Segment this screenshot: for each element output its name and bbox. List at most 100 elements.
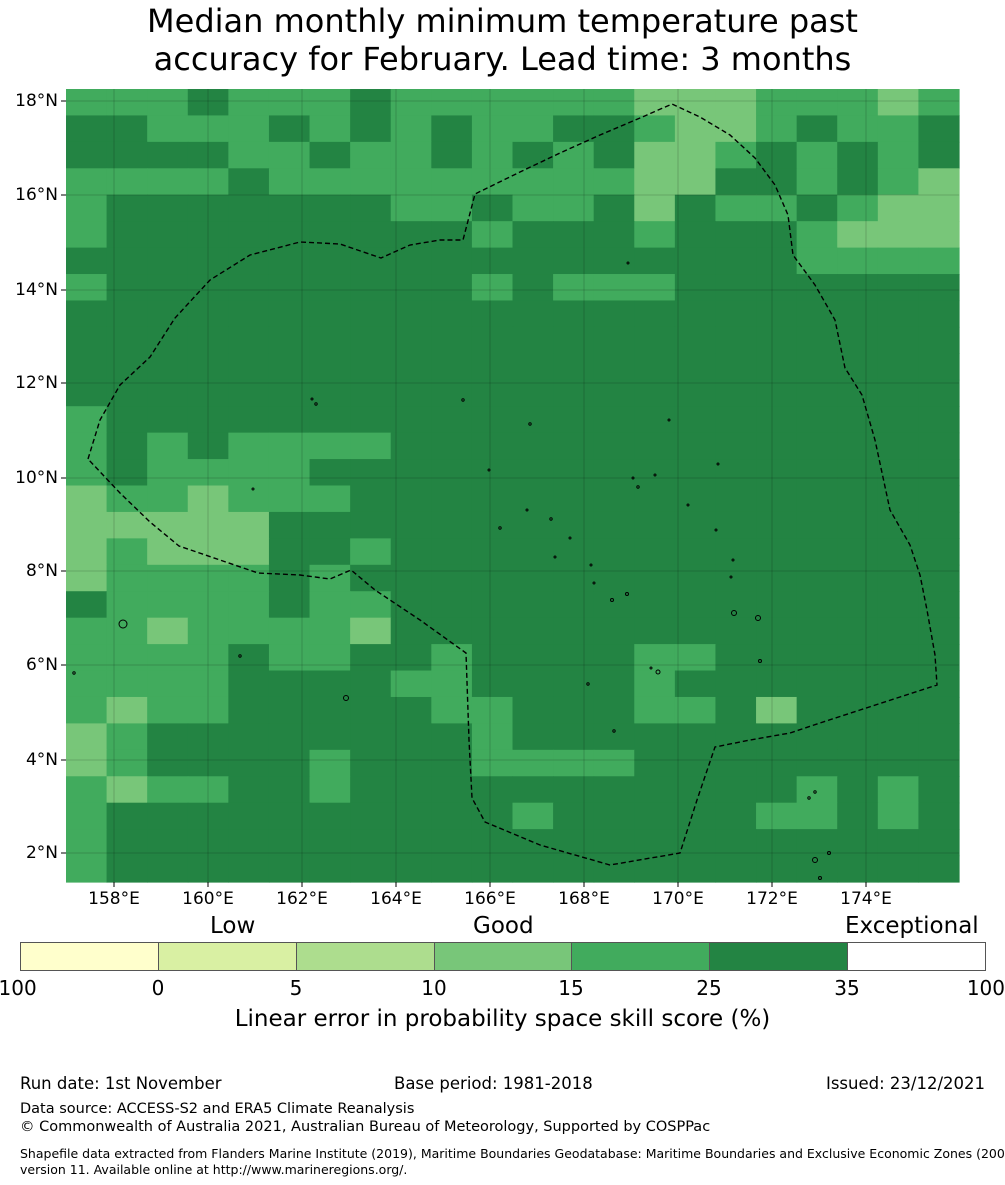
skill-cell <box>228 723 270 751</box>
skill-cell <box>674 829 717 857</box>
skill-cell <box>390 141 432 169</box>
skill-cell <box>837 617 879 645</box>
skill-cell <box>471 617 514 645</box>
skill-cell <box>66 829 108 857</box>
skill-cell <box>309 274 351 302</box>
island-outline <box>686 503 690 507</box>
skill-cell <box>390 247 432 275</box>
skill-cell <box>390 538 432 566</box>
skill-cell <box>187 141 229 169</box>
skill-cell <box>187 89 229 117</box>
skill-cell <box>837 300 879 328</box>
skill-cell <box>471 353 514 381</box>
skill-cell <box>228 855 270 883</box>
skill-cell <box>66 723 108 751</box>
skill-cell <box>390 802 432 830</box>
skill-cell <box>837 485 879 513</box>
skill-cell <box>553 194 595 222</box>
skill-cell <box>634 300 676 328</box>
colorbar-box-1 <box>20 942 158 971</box>
skill-cell <box>553 696 595 724</box>
skill-cell <box>715 89 757 117</box>
skill-cell <box>106 326 148 354</box>
skill-cell <box>918 141 960 169</box>
skill-cell <box>877 221 920 249</box>
skill-cell <box>918 776 960 804</box>
skill-cell <box>715 247 757 275</box>
skill-cell <box>593 511 635 539</box>
skill-cell <box>268 379 311 407</box>
skill-cell <box>715 802 757 830</box>
skill-cell <box>66 247 108 275</box>
skill-cell <box>187 353 229 381</box>
skill-cell <box>837 776 879 804</box>
skill-cell <box>390 855 432 883</box>
skill-cell <box>309 829 351 857</box>
skill-cell <box>268 406 311 434</box>
skill-cell <box>66 168 108 196</box>
skill-cell <box>350 432 392 460</box>
lat-label-4: 4°N <box>25 750 58 770</box>
colorbar-box-7 <box>847 942 986 971</box>
skill-cell <box>471 274 514 302</box>
skill-cell <box>796 353 838 381</box>
skill-cell <box>471 644 514 672</box>
skill-cell <box>796 564 838 592</box>
colorbar-tick-label: 0 <box>151 976 165 1000</box>
skill-cell <box>390 829 432 857</box>
skill-cell <box>431 194 473 222</box>
skill-cell <box>228 829 270 857</box>
skill-cell <box>471 221 514 249</box>
skill-cell <box>268 168 311 196</box>
skill-cell <box>553 274 595 302</box>
skill-cell <box>877 485 920 513</box>
skill-cell <box>431 141 473 169</box>
skill-cell <box>674 485 717 513</box>
skill-cell <box>350 406 392 434</box>
skill-cell <box>918 326 960 354</box>
shapefile-credit-line-1: Shapefile data extracted from Flanders M… <box>20 1146 1005 1161</box>
skill-cell <box>106 749 148 777</box>
skill-cell <box>228 617 270 645</box>
skill-cell <box>471 591 514 619</box>
skill-cell <box>390 485 432 513</box>
skill-cell <box>512 221 554 249</box>
skill-cell <box>350 538 392 566</box>
skill-cell <box>309 247 351 275</box>
skill-cell <box>390 221 432 249</box>
skill-cell <box>715 617 757 645</box>
skill-cell <box>877 247 920 275</box>
skill-cell <box>187 644 229 672</box>
skill-cell <box>106 379 148 407</box>
lon-label-160: 160°E <box>182 889 234 909</box>
island-outline <box>343 695 349 701</box>
lat-label-18: 18°N <box>15 91 58 111</box>
skill-cell <box>715 326 757 354</box>
skill-cell <box>837 168 879 196</box>
skill-cell <box>877 300 920 328</box>
skill-cell <box>66 591 108 619</box>
skill-cell <box>309 432 351 460</box>
skill-cell <box>756 511 798 539</box>
skill-cell <box>390 617 432 645</box>
skill-cell <box>66 564 108 592</box>
skill-cell <box>350 696 392 724</box>
island-outline <box>827 851 831 855</box>
skill-cell <box>431 538 473 566</box>
skill-cell <box>147 564 189 592</box>
skill-cell <box>877 89 920 117</box>
skill-cell <box>837 591 879 619</box>
skill-cell <box>187 485 229 513</box>
skill-cell <box>634 749 676 777</box>
skill-cell <box>553 432 595 460</box>
skill-cell <box>66 115 108 143</box>
skill-cell <box>390 326 432 354</box>
skill-cell <box>512 115 554 143</box>
island-outline <box>714 528 718 532</box>
skill-cell <box>431 300 473 328</box>
skill-cell <box>66 353 108 381</box>
skill-cell <box>593 89 635 117</box>
skill-cell <box>390 274 432 302</box>
skill-cell <box>837 459 879 487</box>
skill-cell <box>66 670 108 698</box>
